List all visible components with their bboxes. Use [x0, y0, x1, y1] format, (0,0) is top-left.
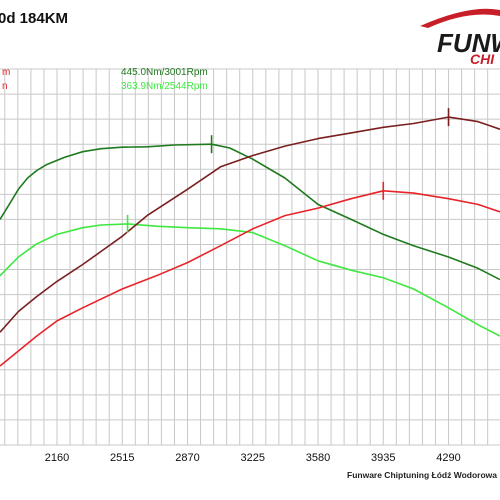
- series-line-power-stock: [0, 190, 500, 367]
- series-group: [0, 116, 500, 367]
- x-tick-label: 3935: [371, 452, 395, 464]
- grid: [0, 68, 500, 446]
- chart-title: 0d 184KM: [0, 10, 68, 27]
- x-tick-label: 3225: [241, 452, 265, 464]
- peak-label-torque-stock: 363.9Nm/2544Rpm: [121, 81, 208, 92]
- peak-label-torque-tuned: 445.0Nm/3001Rpm: [121, 67, 208, 78]
- x-tick-label: 3580: [306, 452, 330, 464]
- brand-logo: FUNW CHI: [420, 8, 500, 67]
- legend-fragment-bottom: n: [2, 81, 8, 92]
- series-line-torque-tuned: [0, 143, 500, 281]
- peak-markers: [126, 108, 450, 233]
- legend-fragment-top: m: [2, 67, 10, 78]
- x-tick-label: 2870: [175, 452, 199, 464]
- credit-text: Funware Chiptuning Łódź Wodorowa: [347, 470, 497, 480]
- x-tick-label: 2160: [45, 452, 69, 464]
- x-tick-label: 2515: [110, 452, 134, 464]
- logo-sub-text: CHI: [470, 51, 495, 67]
- series-line-power-tuned: [0, 116, 500, 333]
- series-line-torque-stock: [0, 223, 500, 337]
- x-tick-label: 4290: [436, 452, 460, 464]
- x-axis-ticks: 2160 2515 2870 3225 3580 3935 4290: [45, 452, 461, 464]
- logo-swoosh: [420, 8, 500, 28]
- logo-main-text: FUNW: [437, 28, 500, 58]
